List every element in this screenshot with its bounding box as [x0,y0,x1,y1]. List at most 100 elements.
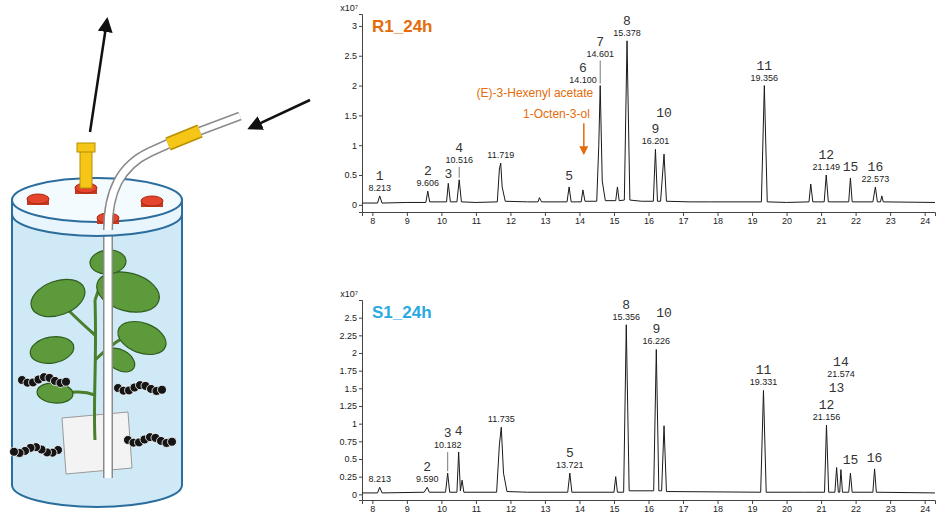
peak-label: 8.213 [368,474,391,484]
tick: 9 [405,500,410,514]
tick: 2.25 [339,331,362,341]
peak-number: 2 [423,460,431,475]
peak-number: 4 [455,141,463,156]
tick-label: 1 [352,141,357,151]
jar-body [12,210,182,507]
tick-label: 0 [352,200,357,210]
tick: 15 [609,500,619,514]
chart-title: R1_24h [372,17,432,36]
tick-label: 16 [644,504,654,514]
tick-mark [359,115,362,116]
tick-mark [359,459,362,460]
tick: 21 [817,212,827,226]
flow-arrow [90,20,107,132]
peak-number: 10 [656,106,672,121]
tick: 14 [575,500,585,514]
peak-label: 10 [656,106,672,121]
tick-label: 1.5 [344,384,357,394]
tube-outline [200,116,240,131]
peak-number: 1 [376,169,384,184]
tick: 23 [886,500,896,514]
tick-label: 17 [679,504,689,514]
tick-label: 1.75 [339,366,357,376]
y-axis-unit: x10⁷ [340,3,358,13]
peak-number: 4 [455,424,463,439]
port-cap [141,196,163,206]
peak-label: 13 [829,381,845,396]
peak-number: 3 [444,426,452,441]
tick: 2 [352,81,362,91]
caterpillar [158,385,167,394]
tick-label: 3 [352,21,357,31]
tick: 18 [713,212,723,226]
tick-label: 18 [713,216,723,226]
tick: 1.5 [344,111,362,121]
tick-label: 15 [609,216,619,226]
tick-label: 19 [748,216,758,226]
tick: 2 [352,348,362,358]
tick-label: 1.25 [339,401,357,411]
tube [108,143,170,230]
tick-mark [359,145,362,146]
y-axis: 00.511.522.53 [344,15,362,213]
peak-label: 8.2131 [368,169,391,193]
leader-line [459,167,460,178]
leader-line [447,452,448,471]
chromatogram-panel: 8910111213141516171819202122232400.511.5… [340,3,935,226]
tick-mark [359,388,362,389]
peak-label: 19.35611 [751,59,779,83]
plant-leaf [28,333,76,366]
tick: 1 [352,141,362,151]
tick: 3 [352,21,362,31]
tick-mark [359,56,362,57]
flow-arrow [250,100,310,128]
retention-time-label: 15.378 [613,28,641,38]
tick-label: 13 [540,216,550,226]
tick: 0.25 [339,472,362,482]
tick-label: 10 [437,216,447,226]
tick-mark [359,335,362,336]
tick-label: 8 [370,504,375,514]
tick-label: 18 [713,504,723,514]
peak-number: 2 [424,164,432,179]
peak-label: 16.2269 [643,322,671,346]
tick: 18 [713,500,723,514]
tick-label: 17 [679,216,689,226]
foam-block [62,412,132,474]
plot-area [362,325,935,493]
retention-time-label: 13.721 [556,460,584,470]
peak-number: 3 [444,167,452,182]
retention-time-label: 21.574 [827,369,855,379]
peak-number: 15 [843,160,859,175]
tick-label: 19 [748,504,758,514]
tick: 22 [851,500,861,514]
y-axis: 00.250.50.7511.251.51.7522.252.5 [339,301,362,501]
tube-outline [108,143,170,230]
tick: 16 [644,212,654,226]
figure: 8910111213141516171819202122232400.511.5… [0,0,947,530]
peak-number: 6 [579,61,587,76]
peak-label: 5 [565,169,573,184]
compound-annotation: (E)-3-Hexenyl acetate [477,86,594,100]
tick-label: 13 [540,504,550,514]
axis-line [359,301,363,501]
tick: 13 [540,500,550,514]
tick-label: 1 [352,419,357,429]
figure-canvas: 8910111213141516171819202122232400.511.5… [0,0,947,530]
tick-label: 8 [370,216,375,226]
tick-label: 0.75 [339,437,357,447]
peak-number: 5 [566,446,574,461]
retention-time-label: 21.149 [812,162,840,172]
tick-label: 0.25 [339,472,357,482]
peak-number: 5 [565,169,573,184]
x-axis: 89101112131415161718192021222324 [363,500,936,514]
tick: 1.5 [344,384,362,394]
tick: 8 [370,500,375,514]
tick-label: 2.25 [339,331,357,341]
peak-label: 11.719 [487,150,514,160]
tick-label: 22 [851,216,861,226]
tick-label: 11 [472,216,481,226]
retention-time-label: 19.331 [750,377,778,387]
tick: 20 [782,500,792,514]
peak-label: 10 [656,306,672,321]
